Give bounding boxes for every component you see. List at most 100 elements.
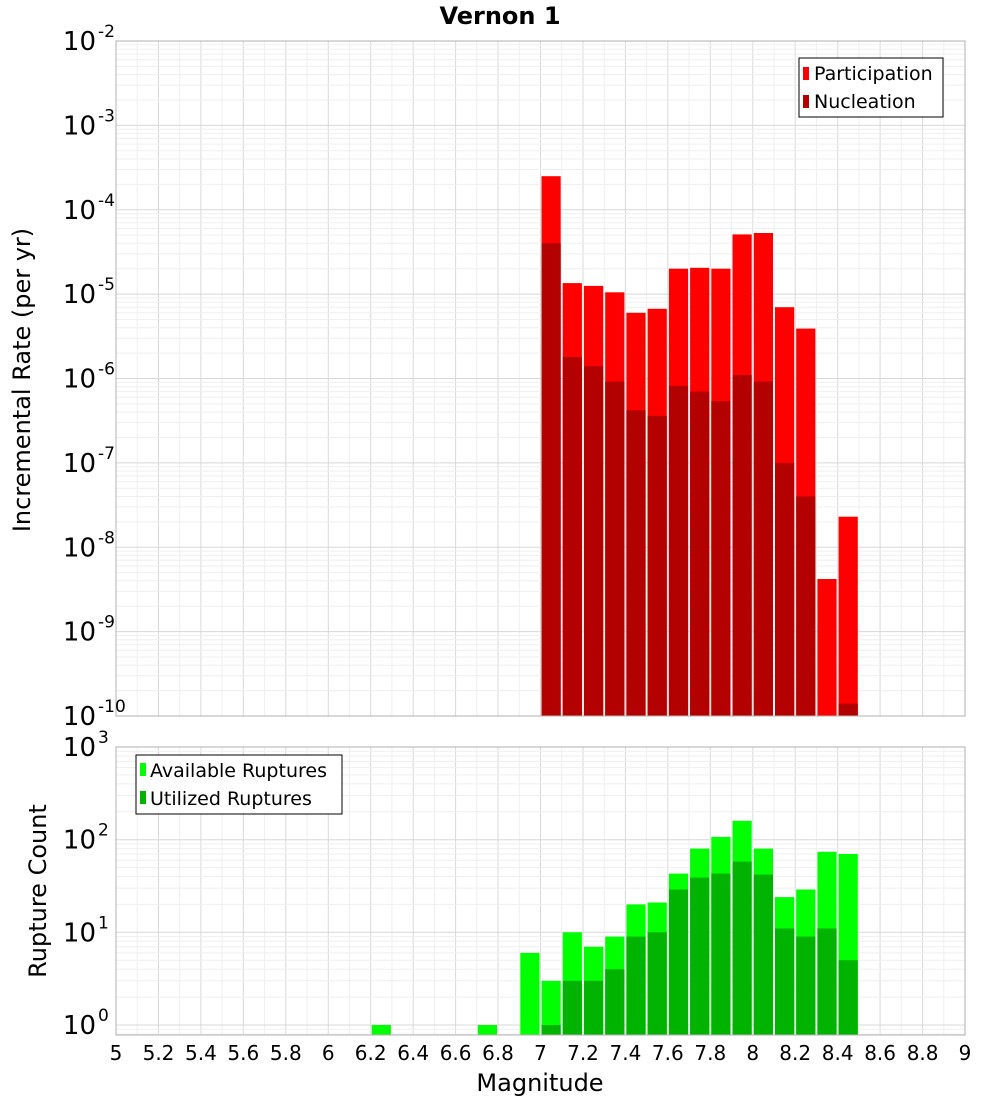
bar-available-ruptures: [520, 952, 540, 1035]
y-tick-exponent: -8: [98, 528, 115, 548]
rate-plot-area: [115, 40, 966, 717]
bar-nucleation: [668, 385, 689, 716]
x-tick-label: 5.6: [227, 1041, 259, 1065]
available-ruptures-legend-label: Available Ruptures: [150, 760, 327, 782]
y-tick-label: 10: [63, 365, 96, 395]
bar-utilized-ruptures: [647, 932, 667, 1035]
x-tick-label: 9: [959, 1041, 972, 1065]
x-tick-label: 5.4: [185, 1041, 217, 1065]
bar-nucleation: [711, 401, 731, 716]
x-tick-label: 5.2: [143, 1041, 175, 1065]
utilized-ruptures-legend-label: Utilized Ruptures: [150, 788, 312, 810]
rate-legend: Participation Nucleation: [798, 57, 944, 118]
bar-utilized-ruptures: [668, 889, 689, 1035]
bar-nucleation: [753, 381, 773, 716]
count-legend-box: [135, 754, 343, 815]
bar-participation: [838, 516, 858, 716]
y-tick-label: 10: [63, 826, 96, 856]
y-tick-exponent: 3: [98, 728, 109, 748]
bar-utilized-ruptures: [838, 960, 858, 1035]
bar-nucleation: [775, 462, 795, 716]
y-tick-label: 10: [63, 918, 96, 948]
participation-legend-swatch: [803, 67, 809, 80]
x-tick-label: 6.6: [440, 1041, 472, 1065]
x-tick-label: 8.6: [864, 1041, 896, 1065]
x-tick-label: 7.4: [609, 1041, 641, 1065]
rate-bars: [541, 176, 858, 717]
y-tick-label: 10: [63, 733, 96, 763]
bar-utilized-ruptures: [796, 936, 816, 1035]
y-tick-exponent: -4: [98, 191, 115, 211]
x-tick-label: 8.2: [779, 1041, 811, 1065]
y-tick-label: 10: [63, 1011, 96, 1041]
y-tick-label: 10: [63, 111, 96, 141]
rate-y-axis-label: Incremental Rate (per yr): [8, 228, 36, 532]
bar-nucleation: [541, 243, 561, 717]
y-tick-label: 10: [63, 533, 96, 563]
y-tick-exponent: -6: [98, 360, 115, 380]
utilized-ruptures-legend-swatch: [140, 791, 146, 804]
bar-utilized-ruptures: [775, 928, 795, 1035]
bar-utilized-ruptures: [817, 928, 837, 1035]
bar-utilized-ruptures: [584, 980, 604, 1035]
x-tick-label: 6.2: [355, 1041, 387, 1065]
y-tick-exponent: -9: [98, 613, 115, 633]
x-tick-label: 6: [322, 1041, 335, 1065]
bar-nucleation: [562, 357, 582, 716]
nucleation-legend-swatch: [803, 95, 809, 108]
bar-utilized-ruptures: [711, 873, 731, 1035]
y-tick-label: 10: [63, 618, 96, 648]
x-tick-labels: 5 5.2 5.4 5.6 5.8 6 6.2 6.4 6.6 6.8 7 7.2 7.4 7.6 7.8 8…: [110, 1041, 972, 1065]
y-tick-label: 10: [63, 196, 96, 226]
bar-utilized-ruptures: [690, 877, 710, 1035]
bar-nucleation: [838, 703, 858, 716]
y-tick-label: 10: [63, 280, 96, 310]
y-tick-exponent: 1: [98, 913, 109, 933]
y-tick-exponent: -2: [98, 22, 115, 42]
count-y-axis-label: Rupture Count: [24, 804, 52, 978]
y-tick-exponent: -10: [98, 697, 126, 717]
y-tick-label: 10: [63, 702, 96, 732]
bar-utilized-ruptures: [541, 1025, 561, 1035]
bar-nucleation: [584, 366, 604, 716]
bar-utilized-ruptures: [732, 861, 752, 1035]
bar-nucleation: [647, 415, 667, 716]
x-tick-label: 7: [534, 1041, 547, 1065]
y-tick-exponent: 2: [98, 821, 109, 841]
x-tick-label: 8: [746, 1041, 759, 1065]
bar-nucleation: [626, 410, 646, 716]
x-tick-label: 6.4: [397, 1041, 429, 1065]
y-tick-exponent: -3: [98, 106, 115, 126]
participation-legend-label: Participation: [814, 63, 933, 85]
x-tick-label: 7.2: [567, 1041, 599, 1065]
y-tick-exponent: -5: [98, 275, 115, 295]
bar-nucleation: [796, 496, 816, 716]
bar-nucleation: [732, 375, 752, 716]
x-tick-label: 7.6: [652, 1041, 684, 1065]
count-legend: Available Ruptures Utilized Ruptures: [135, 754, 343, 815]
x-axis-label: Magnitude: [476, 1069, 603, 1097]
bar-utilized-ruptures: [605, 969, 625, 1035]
bar-utilized-ruptures: [626, 936, 646, 1035]
bar-nucleation: [605, 381, 625, 716]
count-plot-area: [115, 746, 966, 1036]
available-ruptures-legend-swatch: [140, 763, 146, 776]
chart-title: Vernon 1: [439, 2, 560, 30]
bar-utilized-ruptures: [753, 874, 773, 1035]
bar-nucleation: [690, 391, 710, 716]
x-tick-label: 8.8: [907, 1041, 939, 1065]
bar-available-ruptures: [371, 1025, 391, 1035]
y-tick-exponent: 0: [98, 1006, 109, 1026]
x-tick-label: 8.4: [822, 1041, 854, 1065]
y-tick-label: 10: [63, 449, 96, 479]
rate-grid: [115, 40, 966, 717]
y-tick-exponent: -7: [98, 444, 115, 464]
nucleation-legend-label: Nucleation: [814, 91, 916, 113]
bar-available-ruptures: [477, 1025, 497, 1035]
bar-available-ruptures: [541, 980, 561, 1035]
